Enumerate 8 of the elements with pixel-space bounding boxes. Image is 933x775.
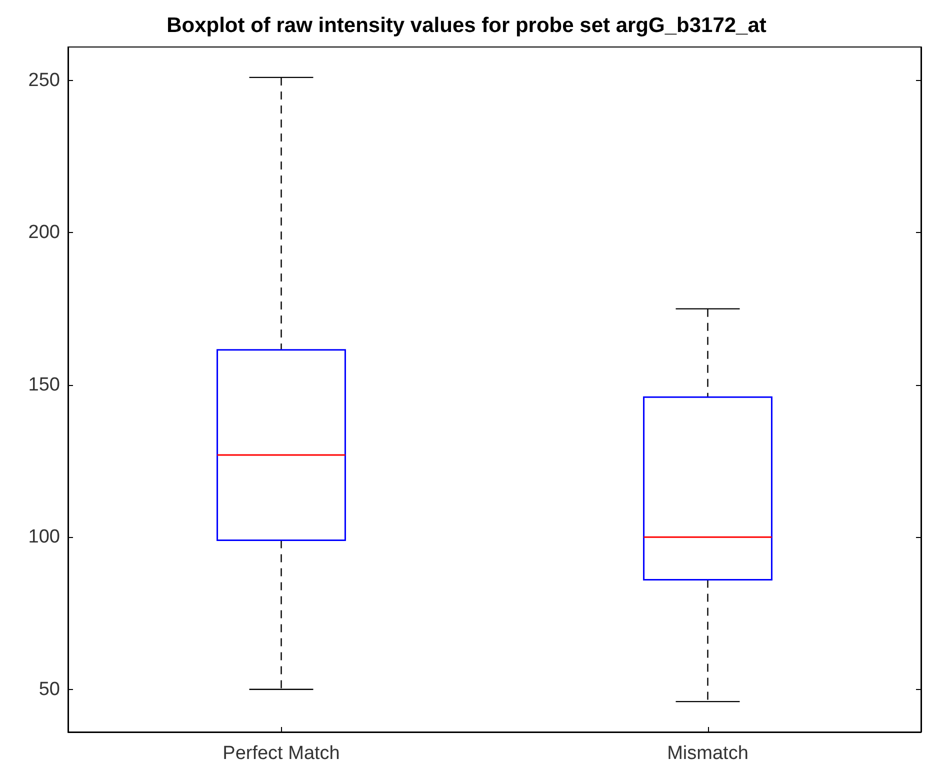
y-tick-label: 250 [28,70,60,91]
y-tick-label: 200 [28,222,60,244]
x-tick-label: Perfect Match [222,743,340,764]
chart-title: Boxplot of raw intensity values for probe set argG_b3172_at [166,14,766,37]
y-tick-label: 50 [38,678,60,700]
x-tick-label: Mismatch [667,743,748,764]
y-tick-label: 150 [28,374,60,396]
y-tick-label: 100 [28,526,60,548]
